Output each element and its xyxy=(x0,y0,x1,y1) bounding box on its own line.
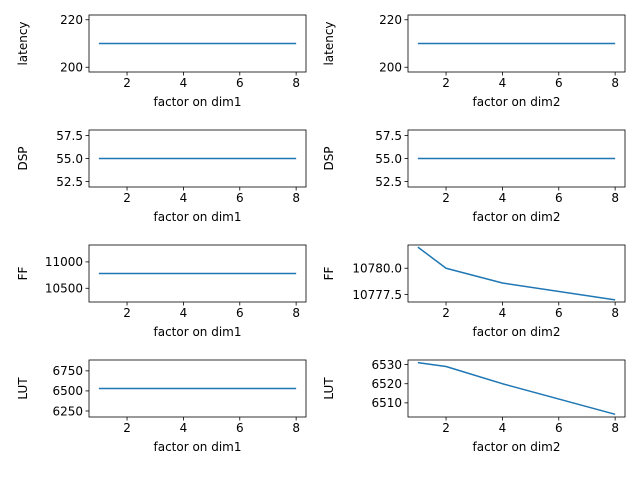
x-tick-label: 8 xyxy=(292,76,300,90)
x-tick-label: 2 xyxy=(123,306,131,320)
subplot-7: 2 4 6 8 6250 6500 6750 factor on dim1 LUT xyxy=(16,359,307,454)
series-line xyxy=(417,361,616,416)
subplot-3: 2 4 6 8 52.5 55.0 57.5 factor on dim1 DSP xyxy=(16,129,307,224)
y-axis-label: DSP xyxy=(322,146,336,170)
subplot-1: 2 4 6 8 200 220 factor on dim1 latency xyxy=(16,13,307,109)
y-tick-label: 10777.5 xyxy=(352,288,402,302)
y-axis-label: latency xyxy=(16,21,30,65)
x-tick-label: 8 xyxy=(292,306,300,320)
subplot-6: 2 4 6 8 10777.5 10780.0 factor on dim2 FF xyxy=(322,244,626,339)
y-tick-label: 220 xyxy=(60,13,83,27)
x-tick-label: 4 xyxy=(499,306,507,320)
axes-frame xyxy=(88,244,307,303)
x-axis-label: factor on dim2 xyxy=(472,440,560,454)
x-tick-label: 2 xyxy=(123,421,131,435)
x-tick-label: 6 xyxy=(555,306,563,320)
x-tick-label: 8 xyxy=(292,191,300,205)
x-tick-label: 4 xyxy=(180,421,188,435)
x-tick-label: 6 xyxy=(236,421,244,435)
y-tick-label: 57.5 xyxy=(56,129,83,143)
y-tick-label: 55.0 xyxy=(375,152,402,166)
subplot-2: 2 4 6 8 200 220 factor on dim2 latency xyxy=(322,13,626,109)
x-tick-label: 6 xyxy=(555,421,563,435)
y-tick-label: 10780.0 xyxy=(352,262,402,276)
y-tick-label: 52.5 xyxy=(56,175,83,189)
y-axis-label: latency xyxy=(322,21,336,65)
x-tick-label: 4 xyxy=(499,421,507,435)
y-axis-label: DSP xyxy=(16,146,30,170)
x-tick-label: 4 xyxy=(499,191,507,205)
x-axis-label: factor on dim1 xyxy=(153,325,241,339)
x-axis-label: factor on dim2 xyxy=(472,325,560,339)
y-tick-label: 220 xyxy=(379,13,402,27)
x-tick-label: 6 xyxy=(555,76,563,90)
y-tick-label: 52.5 xyxy=(375,175,402,189)
x-tick-label: 8 xyxy=(611,421,619,435)
y-tick-label: 200 xyxy=(379,61,402,75)
axes-frame xyxy=(407,14,626,73)
axes-frame xyxy=(88,14,307,73)
x-tick-label: 6 xyxy=(236,191,244,205)
y-tick-label: 200 xyxy=(60,61,83,75)
x-tick-label: 6 xyxy=(555,191,563,205)
y-tick-label: 6520 xyxy=(371,377,402,391)
x-tick-label: 4 xyxy=(499,76,507,90)
y-tick-label: 55.0 xyxy=(56,152,83,166)
x-tick-label: 8 xyxy=(611,306,619,320)
y-tick-label: 6510 xyxy=(371,396,402,410)
y-tick-label: 6500 xyxy=(52,384,83,398)
x-tick-label: 2 xyxy=(442,421,450,435)
x-tick-label: 8 xyxy=(292,421,300,435)
axes-frame xyxy=(407,244,626,303)
x-tick-label: 8 xyxy=(611,76,619,90)
y-axis-label: LUT xyxy=(322,377,336,400)
y-tick-label: 6250 xyxy=(52,404,83,418)
axes-frame xyxy=(407,359,626,418)
x-tick-label: 2 xyxy=(123,191,131,205)
axes-frame xyxy=(88,359,307,418)
series-line xyxy=(417,246,616,301)
x-tick-label: 4 xyxy=(180,76,188,90)
x-axis-label: factor on dim1 xyxy=(153,95,241,109)
y-axis-label: LUT xyxy=(16,377,30,400)
x-tick-label: 2 xyxy=(123,76,131,90)
x-axis-label: factor on dim1 xyxy=(153,440,241,454)
y-tick-label: 10500 xyxy=(45,282,83,296)
y-tick-label: 6750 xyxy=(52,364,83,378)
x-tick-label: 2 xyxy=(442,306,450,320)
y-axis-label: FF xyxy=(16,267,30,281)
y-tick-label: 57.5 xyxy=(375,129,402,143)
subplot-4: 2 4 6 8 52.5 55.0 57.5 factor on dim2 DSP xyxy=(322,129,626,224)
x-tick-label: 4 xyxy=(180,306,188,320)
x-axis-label: factor on dim1 xyxy=(153,210,241,224)
x-axis-label: factor on dim2 xyxy=(472,95,560,109)
x-tick-label: 6 xyxy=(236,76,244,90)
x-tick-label: 4 xyxy=(180,191,188,205)
y-axis-label: FF xyxy=(322,267,336,281)
x-axis-label: factor on dim2 xyxy=(472,210,560,224)
y-tick-label: 11000 xyxy=(45,255,83,269)
x-tick-label: 6 xyxy=(236,306,244,320)
y-tick-label: 6530 xyxy=(371,358,402,372)
x-tick-label: 8 xyxy=(611,191,619,205)
x-tick-label: 2 xyxy=(442,76,450,90)
x-tick-label: 2 xyxy=(442,191,450,205)
subplot-8: 2 4 6 8 6510 6520 6530 factor on dim2 LUT xyxy=(322,358,626,454)
subplot-5: 2 4 6 8 10500 11000 factor on dim1 FF xyxy=(16,244,307,339)
